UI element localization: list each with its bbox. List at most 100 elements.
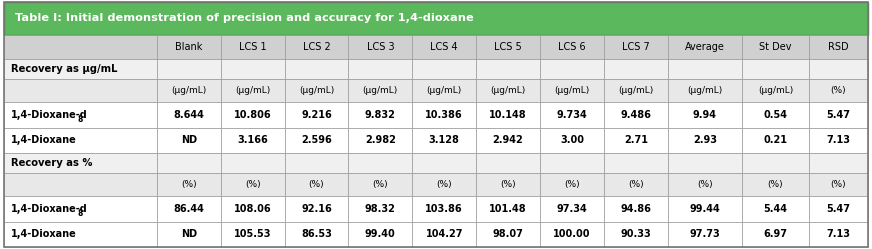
Bar [4,102,157,128]
Text: (%): (%) [181,180,196,189]
Bar [604,35,668,59]
Text: Table I: Initial demonstration of precision and accuracy for 1,4-dioxane: Table I: Initial demonstration of precis… [15,13,473,23]
Bar [349,153,412,173]
Text: 97.73: 97.73 [690,229,720,239]
Text: 0.54: 0.54 [764,110,787,120]
Bar [4,173,157,196]
Text: LCS 5: LCS 5 [494,42,522,52]
Bar [476,102,540,128]
Text: (μg/mL): (μg/mL) [555,86,589,95]
Bar [540,153,604,173]
Bar [157,128,221,153]
Text: (μg/mL): (μg/mL) [618,86,653,95]
Bar [540,196,604,222]
Bar [4,2,868,35]
Text: 101.48: 101.48 [489,204,527,214]
Text: 10.148: 10.148 [489,110,527,120]
Bar [604,59,668,79]
Text: (%): (%) [436,180,452,189]
Text: 3.00: 3.00 [560,135,584,145]
Text: (%): (%) [830,180,846,189]
Text: (%): (%) [501,180,516,189]
Bar [604,128,668,153]
Bar [4,59,868,79]
Text: 98.32: 98.32 [365,204,396,214]
Bar [4,35,157,59]
Bar [221,102,284,128]
Bar [412,196,476,222]
Text: (%): (%) [245,180,261,189]
Text: 86.44: 86.44 [174,204,204,214]
Bar [412,128,476,153]
Text: 1,4-Dioxane: 1,4-Dioxane [10,229,76,239]
Bar [809,222,868,247]
Bar [412,59,476,79]
Bar [809,102,868,128]
Bar [4,153,157,173]
Bar [284,79,349,102]
Text: 2.93: 2.93 [693,135,717,145]
Text: (μg/mL): (μg/mL) [758,86,793,95]
Bar [221,79,284,102]
Text: 9.94: 9.94 [693,110,717,120]
Bar [742,35,809,59]
Text: (μg/mL): (μg/mL) [235,86,270,95]
Bar [742,222,809,247]
Text: 104.27: 104.27 [426,229,463,239]
Text: 6.97: 6.97 [764,229,787,239]
Bar [668,59,742,79]
Text: 9.486: 9.486 [620,110,651,120]
Text: 99.44: 99.44 [690,204,720,214]
Bar [604,173,668,196]
Bar [412,35,476,59]
Text: 9.832: 9.832 [365,110,396,120]
Text: Blank: Blank [175,42,202,52]
Text: Recovery as %: Recovery as % [11,158,92,168]
Text: (μg/mL): (μg/mL) [363,86,398,95]
Bar [604,222,668,247]
Bar [540,79,604,102]
Bar [668,173,742,196]
Bar [742,128,809,153]
Bar [412,102,476,128]
Text: Recovery as μg/mL: Recovery as μg/mL [11,64,118,74]
Text: RSD: RSD [828,42,848,52]
Bar [4,196,157,222]
Bar [221,173,284,196]
Text: 1,4-Dioxane-d: 1,4-Dioxane-d [10,204,87,214]
Bar [604,153,668,173]
Bar [412,173,476,196]
Bar [349,196,412,222]
Text: 100.00: 100.00 [553,229,590,239]
Bar [157,35,221,59]
Text: LCS 2: LCS 2 [303,42,330,52]
Text: 0.21: 0.21 [764,135,787,145]
Bar [284,173,349,196]
Text: 103.86: 103.86 [426,204,463,214]
Text: 10.386: 10.386 [426,110,463,120]
Bar [349,35,412,59]
Bar [349,222,412,247]
Text: 3.166: 3.166 [237,135,268,145]
Text: 7.13: 7.13 [827,229,850,239]
Bar [742,173,809,196]
Bar [284,222,349,247]
Bar [221,59,284,79]
Bar [668,196,742,222]
Text: (%): (%) [830,86,846,95]
Bar [349,173,412,196]
Bar [349,102,412,128]
Text: 2.596: 2.596 [301,135,332,145]
Bar [349,128,412,153]
Bar [412,153,476,173]
Text: (%): (%) [697,180,712,189]
Text: ND: ND [181,229,197,239]
Bar [476,79,540,102]
Text: 108.06: 108.06 [234,204,271,214]
Text: 8: 8 [78,209,83,218]
Bar [157,196,221,222]
Text: 3.128: 3.128 [429,135,460,145]
Text: 7.13: 7.13 [827,135,850,145]
Bar [157,59,221,79]
Bar [476,153,540,173]
